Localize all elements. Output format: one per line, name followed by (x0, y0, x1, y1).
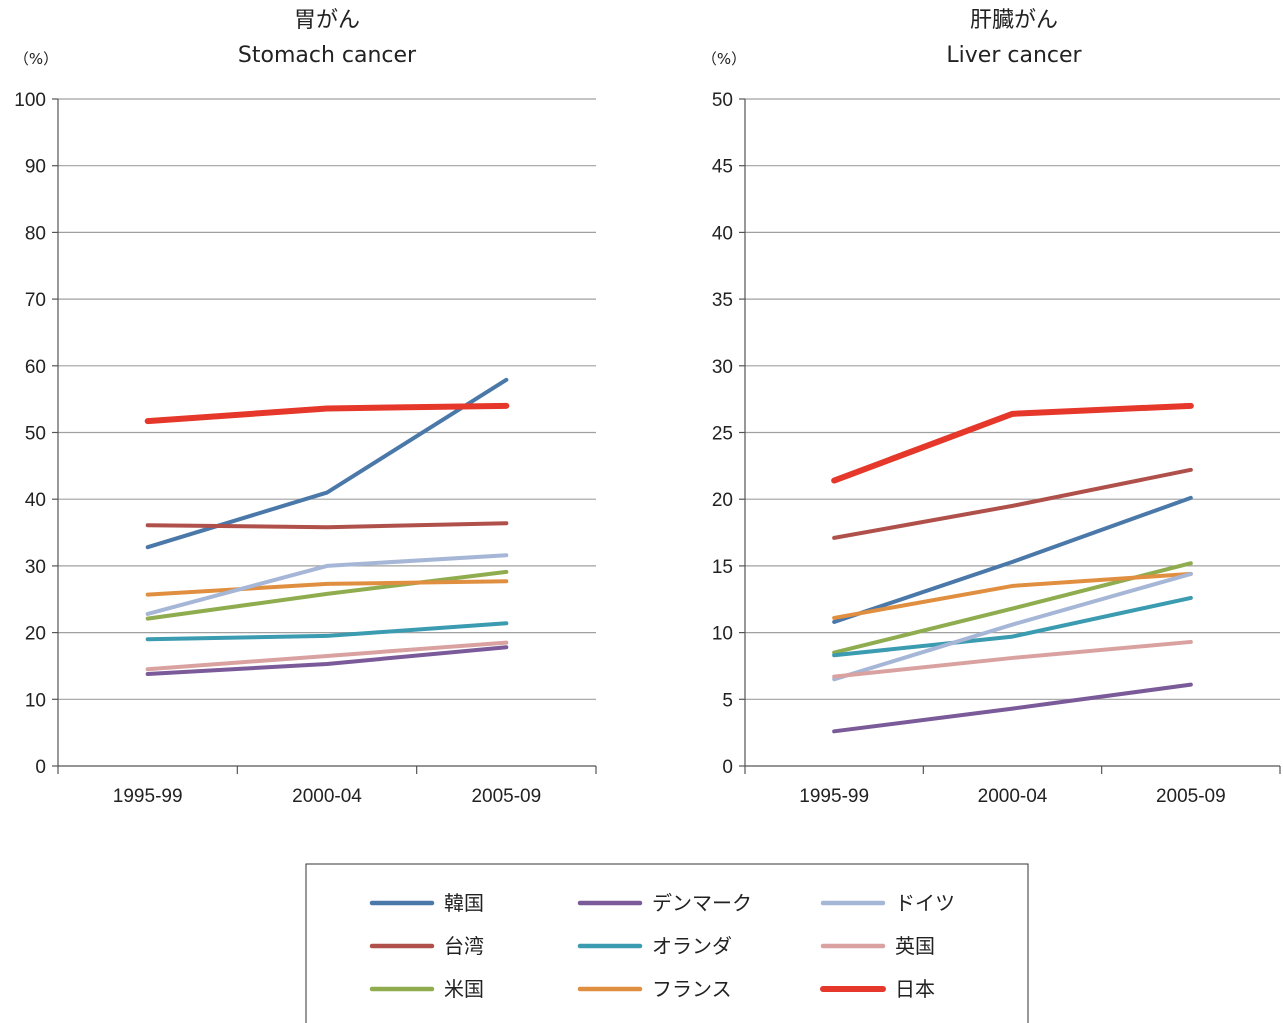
legend-label: ドイツ (895, 891, 955, 915)
y-tick-label: 15 (712, 557, 733, 578)
legend-label: 韓国 (444, 891, 484, 915)
x-tick-label: 2005-09 (471, 786, 541, 807)
y-tick-label: 40 (25, 490, 46, 511)
series-line-日本 (144, 402, 510, 425)
series-line-ドイツ (832, 571, 1193, 682)
x-tick-label: 2000-04 (292, 786, 362, 807)
series-line-台湾 (832, 467, 1193, 540)
series-line-韓国 (145, 377, 509, 550)
x-tick-label: 1995-99 (799, 786, 869, 807)
y-tick-label: 45 (712, 157, 733, 178)
y-tick-label: 70 (25, 290, 46, 311)
y-tick-label: 20 (712, 490, 733, 511)
legend-label: オランダ (652, 934, 732, 958)
series-line-英国 (145, 640, 509, 672)
legend-label: 米国 (444, 977, 484, 1001)
y-tick-label: 0 (722, 757, 733, 778)
y-tick-label: 25 (712, 424, 733, 445)
series-line-オランダ (145, 621, 509, 642)
y-tick-label: 10 (25, 690, 46, 711)
stomach-cancer-chart: 胃がん Stomach cancer （%） 0 10 20 30 40 50 60 70 80 90 1… (14, 8, 597, 807)
chart-subtitle: Liver cancer (946, 43, 1082, 68)
y-tick-label: 20 (25, 624, 46, 645)
legend-label: 日本 (895, 977, 935, 1001)
series-line-デンマーク (145, 645, 509, 676)
series-line-オランダ (832, 595, 1193, 658)
chart-title: 胃がん (294, 8, 360, 33)
chart-subtitle: Stomach cancer (238, 43, 417, 68)
y-tick-label: 5 (722, 690, 733, 711)
liver-cancer-chart: 肝臓がん Liver cancer （%） 0 5 10 15 20 25 30 35 40 45 50 1… (702, 8, 1281, 807)
legend-box (305, 863, 1029, 1023)
y-tick-label: 50 (25, 424, 46, 445)
chart-title: 肝臓がん (970, 8, 1058, 33)
y-tick-label: 30 (25, 557, 46, 578)
series-line-英国 (832, 639, 1193, 679)
y-tick-label: 35 (712, 290, 733, 311)
series-line-フランス (145, 579, 509, 597)
y-tick-label: 0 (35, 757, 46, 778)
series-line-デンマーク (832, 682, 1193, 734)
legend-label: フランス (652, 977, 732, 1001)
series-line-ドイツ (145, 553, 509, 616)
y-tick-label: 50 (712, 90, 733, 111)
y-tick-label: 90 (25, 157, 46, 178)
y-tick-label: 10 (712, 624, 733, 645)
y-axis-unit: （%） (702, 50, 746, 68)
series-line-台湾 (145, 521, 509, 530)
x-tick-label: 2005-09 (1156, 786, 1226, 807)
series-line-フランス (832, 571, 1193, 620)
series-line-米国 (145, 569, 509, 621)
legend-label: デンマーク (652, 891, 752, 915)
y-axis-unit: （%） (14, 50, 58, 68)
x-tick-label: 2000-04 (978, 786, 1048, 807)
y-tick-label: 100 (14, 90, 46, 111)
series-line-韓国 (832, 495, 1193, 624)
y-tick-label: 40 (712, 223, 733, 244)
legend-label: 英国 (895, 934, 935, 958)
x-tick-label: 1995-99 (113, 786, 183, 807)
series-line-日本 (831, 402, 1194, 484)
y-tick-label: 30 (712, 357, 733, 378)
y-tick-label: 60 (25, 357, 46, 378)
legend-label: 台湾 (444, 934, 484, 958)
y-tick-label: 80 (25, 223, 46, 244)
